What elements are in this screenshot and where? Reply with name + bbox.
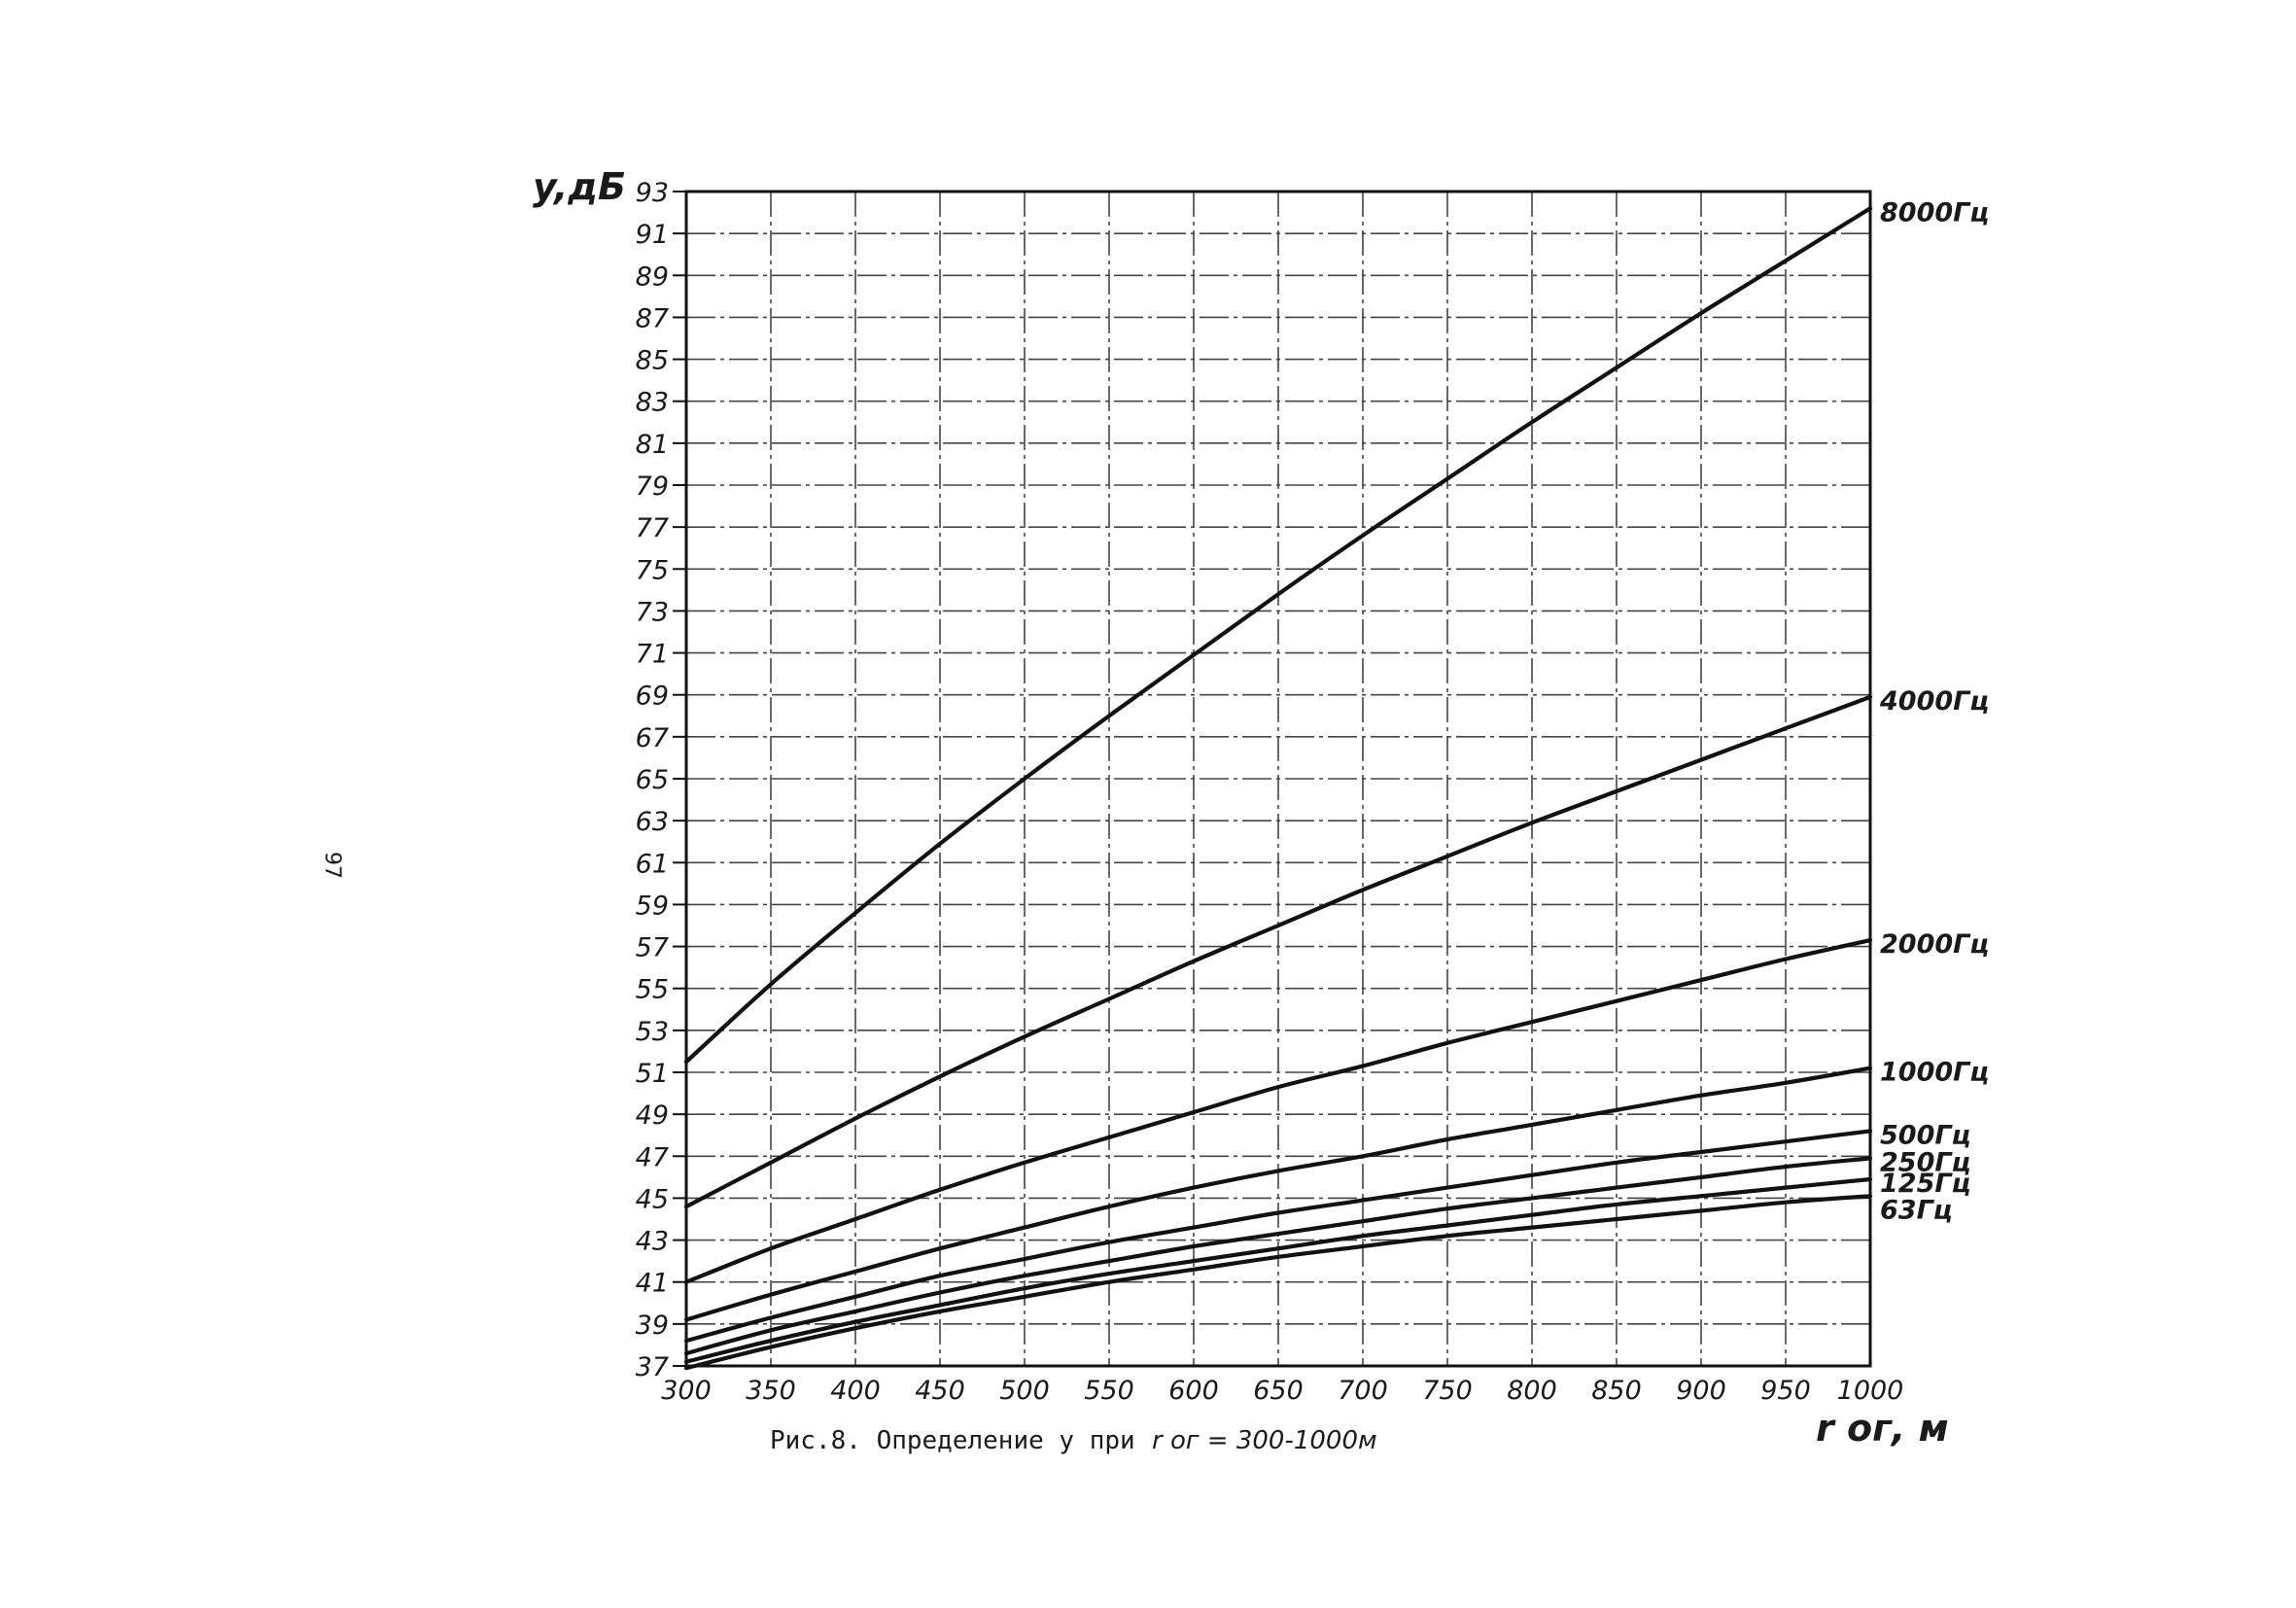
- x-tick-label-5: 550: [1084, 1376, 1134, 1406]
- curve-7: [683, 1194, 1873, 1371]
- y-tick-label-28: 93: [636, 178, 669, 208]
- x-tick-label-6: 600: [1168, 1376, 1219, 1406]
- y-tick-label-7: 51: [636, 1059, 669, 1089]
- y-tick-label-4: 45: [636, 1184, 669, 1214]
- curve-labels: 8000Гц 4000Гц 2000Гц 1000Гц 500Гц250Гц125Гц6…: [1879, 197, 1989, 1225]
- y-tick-label-14: 65: [636, 765, 669, 795]
- y-tick-label-21: 79: [636, 472, 669, 502]
- x-tick-label-12: 900: [1676, 1376, 1726, 1406]
- y-tick-label-15: 67: [636, 723, 669, 753]
- curve-4: [683, 1129, 1873, 1344]
- y-tick-label-22: 81: [636, 430, 669, 460]
- y-tick-label-6: 49: [636, 1101, 669, 1131]
- x-tick-label-3: 450: [915, 1376, 965, 1406]
- x-axis-label: r ог, м: [1816, 1407, 1949, 1450]
- y-tick-label-13: 63: [636, 807, 669, 837]
- y-tick-label-26: 89: [636, 262, 669, 292]
- curve-5: [683, 1156, 1873, 1356]
- caption-prefix: Рис.8. Определение y при: [770, 1426, 1135, 1455]
- x-tick-label-8: 700: [1338, 1376, 1388, 1406]
- y-tick-label-2: 41: [636, 1269, 669, 1299]
- y-tick-label-11: 59: [636, 891, 669, 921]
- y-tick-label-27: 91: [636, 220, 669, 250]
- y-tick-label-1: 39: [636, 1311, 669, 1341]
- curve-2: [683, 938, 1873, 1284]
- x-tick-label-2: 400: [830, 1376, 881, 1406]
- y-tick-label-23: 83: [636, 388, 669, 418]
- curve-label-5: 250Гц: [1880, 1147, 1971, 1177]
- y-tick-label-5: 47: [636, 1142, 669, 1172]
- y-tick-label-10: 57: [636, 933, 669, 963]
- x-tick-label-7: 650: [1253, 1376, 1304, 1406]
- y-tick-label-16: 69: [636, 682, 669, 712]
- y-tick-label-25: 87: [636, 303, 669, 333]
- x-tick-label-14: 1000: [1837, 1376, 1904, 1406]
- curve-label-6: 125Гц: [1880, 1169, 1971, 1199]
- curve-label-7: 63Гц: [1880, 1195, 1953, 1225]
- curve-0: [683, 206, 1873, 1065]
- curve-label-1: 4000Гц: [1879, 686, 1989, 717]
- x-tick-label-11: 850: [1591, 1376, 1642, 1406]
- curve-label-4: 500Гц: [1880, 1120, 1971, 1150]
- x-tick-label-4: 500: [999, 1376, 1050, 1406]
- y-tick-label-18: 73: [636, 597, 669, 627]
- curve-3: [683, 1066, 1873, 1322]
- y-tick-label-0: 37: [636, 1352, 669, 1382]
- x-tick-label-13: 950: [1760, 1376, 1811, 1406]
- x-tick-label-1: 350: [746, 1376, 796, 1406]
- page-number: 97: [320, 852, 344, 879]
- caption: Рис.8. Определение y при r ог = 300-1000…: [770, 1426, 1377, 1455]
- curve-1: [683, 694, 1873, 1209]
- y-axis-label: y,дБ: [533, 165, 626, 208]
- caption-formula: r ог = 300-1000м: [1152, 1426, 1377, 1455]
- curve-label-3: 1000Гц: [1880, 1058, 1989, 1088]
- y-tick-label-17: 71: [636, 640, 669, 670]
- y-tick-label-3: 43: [636, 1227, 669, 1257]
- y-tick-label-19: 75: [636, 555, 669, 585]
- y-tick-label-24: 85: [636, 346, 669, 376]
- x-tick-label-0: 300: [661, 1376, 712, 1406]
- x-axis-ticks: 300 350 400 450 500 550 600 650 700 750 800 850 900 9…: [661, 1376, 1903, 1406]
- curve-label-2: 2000Гц: [1880, 929, 1989, 960]
- curve-label-0: 8000Гц: [1880, 197, 1989, 227]
- grid: [685, 191, 1871, 1367]
- x-tick-label-9: 750: [1422, 1376, 1473, 1406]
- y-tick-label-9: 55: [636, 975, 669, 1005]
- y-axis-ticks: 37 39 41 43 45 47 49 51 53 55 57 59 61 63 65 67 69 71 73 75…: [636, 178, 686, 1382]
- y-tick-label-20: 77: [636, 513, 669, 543]
- y-tick-label-12: 61: [636, 849, 669, 879]
- curve-6: [683, 1176, 1873, 1364]
- x-tick-label-10: 800: [1507, 1376, 1557, 1406]
- y-tick-label-8: 53: [636, 1017, 669, 1047]
- curves: [683, 206, 1873, 1371]
